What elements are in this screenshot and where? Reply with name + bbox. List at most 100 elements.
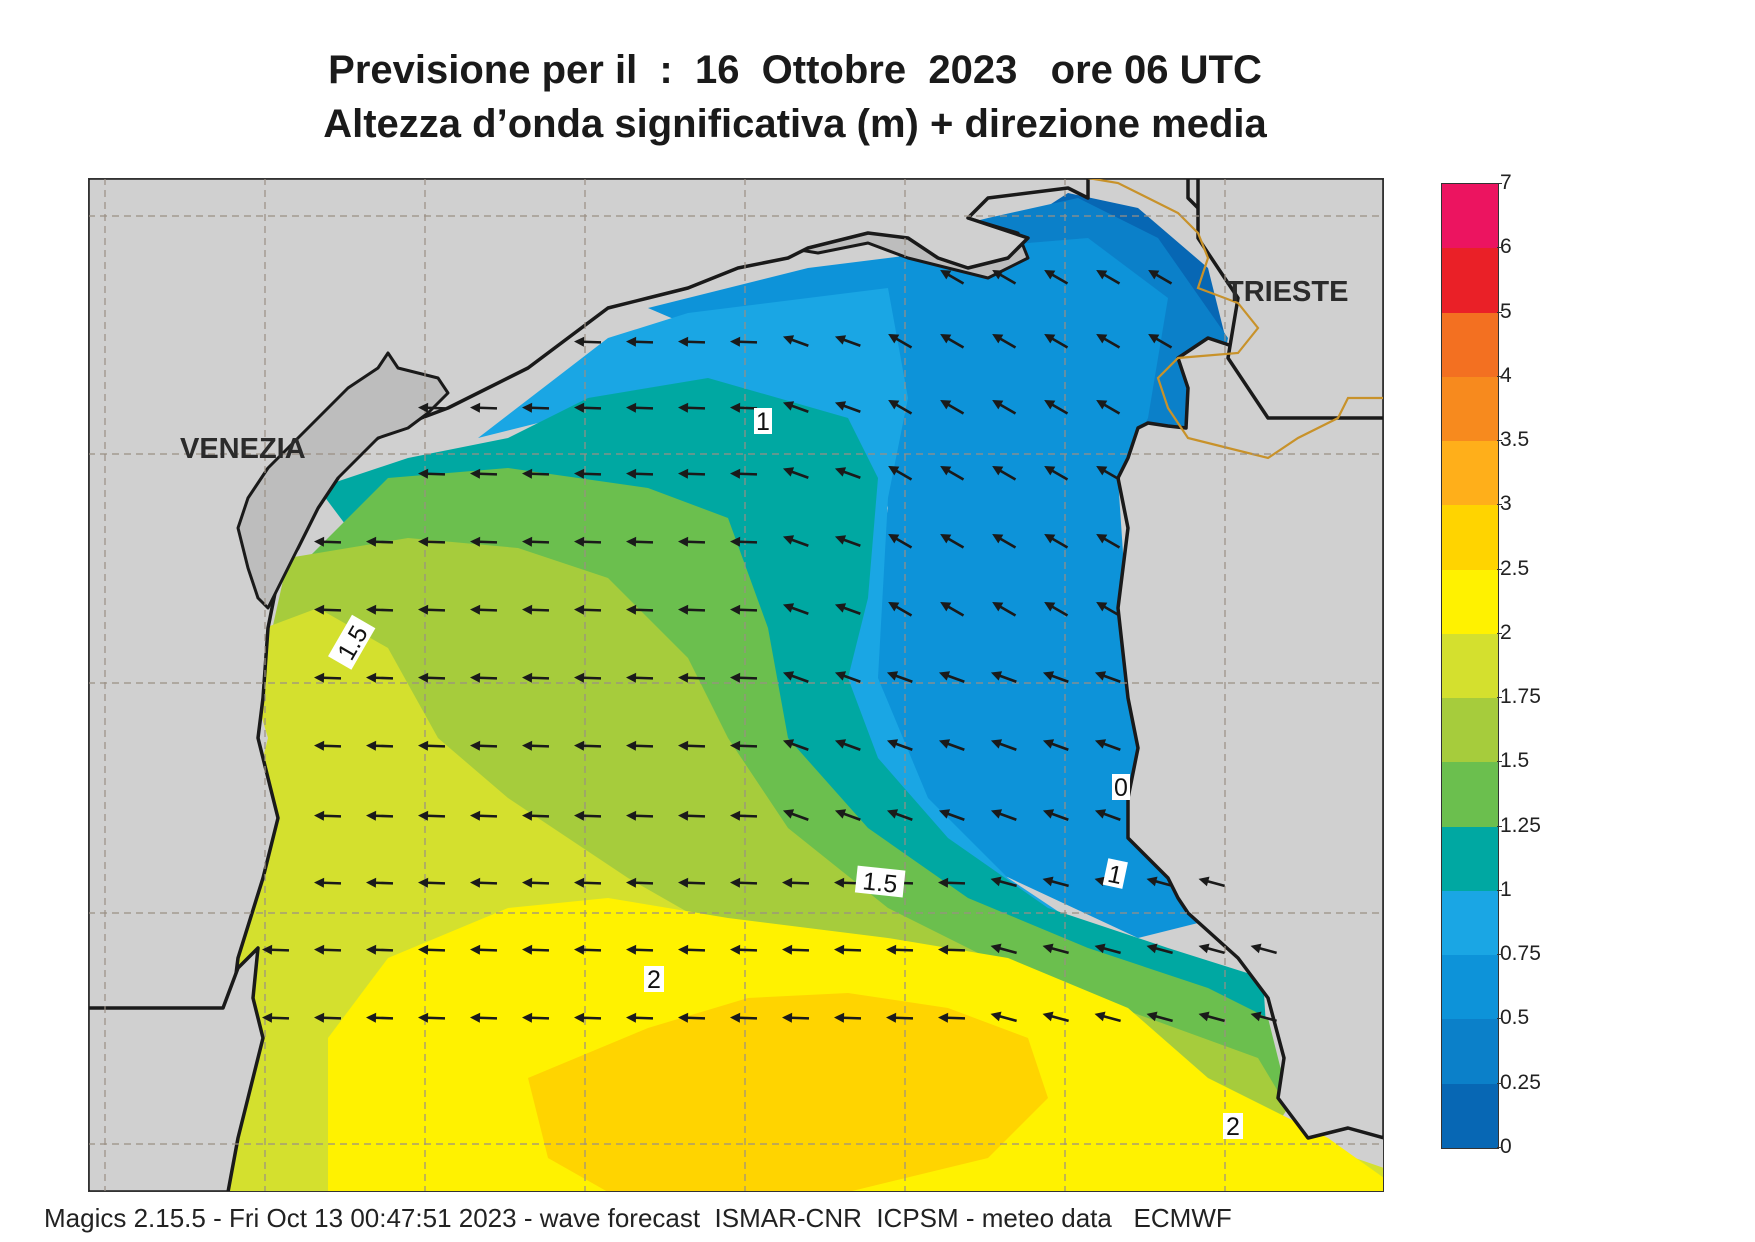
direction-arrow <box>990 943 1017 955</box>
direction-arrow <box>574 402 602 413</box>
direction-arrow <box>886 1012 914 1023</box>
colorbar-segment <box>1442 441 1498 506</box>
direction-arrow <box>314 536 342 547</box>
svg-text:1.5: 1.5 <box>861 867 899 898</box>
colorbar-segment <box>1442 248 1498 313</box>
direction-arrow <box>834 1012 862 1023</box>
direction-arrow <box>782 401 809 413</box>
direction-arrow <box>888 534 913 549</box>
direction-arrow <box>990 809 1017 821</box>
direction-arrow <box>470 604 498 615</box>
direction-arrow <box>1044 334 1069 349</box>
direction-arrow <box>1042 671 1069 683</box>
direction-arrow <box>366 536 394 547</box>
direction-arrow <box>678 604 706 615</box>
svg-text:2: 2 <box>647 966 661 994</box>
direction-arrow <box>940 534 965 549</box>
direction-arrow <box>940 400 965 415</box>
graticule <box>88 178 1384 1192</box>
direction-arrow <box>1094 739 1121 751</box>
direction-arrow <box>470 740 498 751</box>
direction-arrow <box>1094 671 1121 683</box>
direction-arrow <box>834 809 861 821</box>
direction-arrow <box>730 877 758 888</box>
colorbar-tick-label: 3.5 <box>1496 428 1530 452</box>
direction-arrow <box>782 877 810 888</box>
colorbar-tick-label: 7 <box>1497 171 1512 194</box>
direction-arrow <box>366 1012 394 1023</box>
direction-arrow <box>730 604 758 615</box>
direction-arrow <box>574 536 602 547</box>
direction-arrow <box>834 401 861 413</box>
direction-arrow <box>888 466 913 481</box>
direction-arrow <box>886 739 913 751</box>
direction-arrow <box>782 944 810 955</box>
direction-arrow <box>678 468 706 479</box>
colorbar-tick-label: 0 <box>1497 1135 1512 1158</box>
direction-arrow <box>938 671 965 683</box>
direction-arrow <box>886 671 913 683</box>
direction-arrow <box>678 810 706 821</box>
direction-arrow <box>1096 334 1121 349</box>
colorbar-tick-label: 2 <box>1497 620 1512 644</box>
direction-arrow <box>940 602 965 617</box>
direction-arrow <box>574 877 602 888</box>
colorbar-tick-label: 3 <box>1497 492 1512 516</box>
direction-arrow <box>470 468 498 479</box>
direction-arrow <box>626 810 654 821</box>
direction-arrow <box>574 1012 602 1023</box>
direction-arrow <box>418 468 446 479</box>
direction-arrow <box>678 536 706 547</box>
direction-arrow <box>626 877 654 888</box>
direction-arrow <box>938 739 965 751</box>
direction-arrow <box>1094 809 1121 821</box>
direction-arrow <box>1250 1011 1277 1023</box>
direction-arrow <box>418 536 446 547</box>
direction-arrow <box>990 671 1017 683</box>
direction-arrow <box>1198 1011 1225 1023</box>
direction-arrow <box>262 944 290 955</box>
colorbar-segment <box>1442 890 1498 956</box>
direction-arrow <box>940 466 965 481</box>
direction-arrow <box>938 944 966 955</box>
direction-arrow <box>678 740 706 751</box>
colorbar-tick-label: 1 <box>1497 877 1512 901</box>
colorbar-segment <box>1442 826 1498 891</box>
direction-arrow <box>834 335 861 347</box>
direction-arrow <box>522 468 550 479</box>
direction-arrow <box>314 944 342 955</box>
direction-arrow <box>1042 943 1069 955</box>
direction-arrow <box>366 740 394 751</box>
direction-arrow <box>574 672 602 683</box>
direction-arrow <box>990 1011 1017 1023</box>
direction-arrow <box>1096 466 1121 481</box>
direction-arrow <box>678 672 706 683</box>
direction-arrow <box>366 672 394 683</box>
direction-arrow <box>574 810 602 821</box>
direction-arrow <box>1042 809 1069 821</box>
direction-arrow <box>1148 270 1173 285</box>
contour-label: 0 <box>1112 774 1130 802</box>
direction-arrow <box>366 877 394 888</box>
direction-arrow <box>626 536 654 547</box>
direction-arrow <box>1044 602 1069 617</box>
direction-arrow <box>470 810 498 821</box>
direction-arrow <box>1044 400 1069 415</box>
colorbar-segment <box>1442 633 1498 699</box>
direction-arrow <box>418 604 446 615</box>
colorbar-tick-label: 1.75 <box>1497 685 1541 709</box>
direction-arrow <box>1146 943 1173 955</box>
place-label-trieste: TRIESTE <box>1226 276 1348 308</box>
direction-arrow <box>314 672 342 683</box>
title-variable: Altezza d’onda significativa (m) + direz… <box>323 102 1267 146</box>
direction-arrow <box>992 466 1017 481</box>
wave-direction-arrows <box>262 270 1277 1023</box>
direction-arrow <box>366 604 394 615</box>
direction-arrow <box>888 400 913 415</box>
colorbar-segment <box>1442 1019 1498 1084</box>
direction-arrow <box>940 334 965 349</box>
colorbar-tick-label: 0.25 <box>1497 1070 1541 1094</box>
direction-arrow <box>418 944 446 955</box>
colorbar-segment <box>1442 312 1498 377</box>
direction-arrow <box>834 739 861 751</box>
